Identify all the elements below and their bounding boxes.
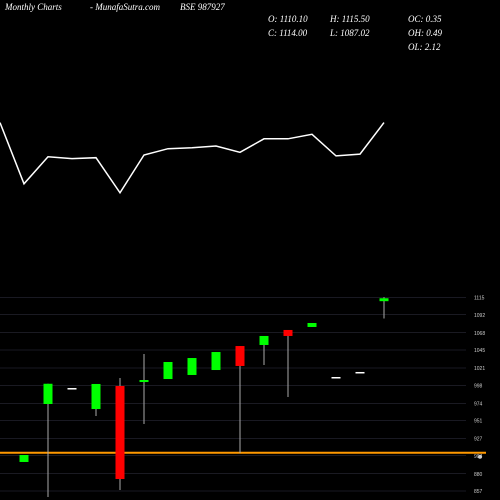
candle-body bbox=[307, 323, 317, 327]
candle-body bbox=[331, 377, 341, 379]
candle-body bbox=[259, 335, 269, 345]
candle-body bbox=[163, 362, 173, 380]
y-tick-label: 927 bbox=[474, 437, 483, 443]
candle-body bbox=[211, 352, 221, 371]
y-tick-label: 1092 bbox=[474, 313, 485, 319]
reference-marker bbox=[478, 454, 482, 459]
y-tick-label: 974 bbox=[474, 401, 483, 407]
candle-body bbox=[355, 371, 365, 374]
stat: O: 1110.10 bbox=[268, 14, 308, 24]
candle-body bbox=[67, 388, 77, 390]
stat: C: 1114.00 bbox=[268, 28, 308, 38]
stat: OC: 0.35 bbox=[408, 14, 442, 24]
symbol: BSE 987927 bbox=[180, 2, 225, 12]
candle-body bbox=[19, 455, 29, 462]
candle-body bbox=[139, 380, 149, 383]
stat: OL: 2.12 bbox=[408, 42, 441, 52]
candle-body bbox=[187, 358, 197, 375]
title: Monthly Charts bbox=[4, 2, 62, 12]
candle-body bbox=[379, 298, 389, 302]
candle-body bbox=[115, 386, 125, 479]
candle-body bbox=[283, 329, 293, 336]
y-tick-label: 857 bbox=[474, 489, 483, 495]
source: - MunafaSutra.com bbox=[90, 2, 160, 12]
candle-body bbox=[43, 383, 53, 404]
y-tick-label: 951 bbox=[474, 419, 483, 425]
y-tick-label: 998 bbox=[474, 383, 483, 389]
stat: H: 1115.50 bbox=[329, 14, 370, 24]
candle-body bbox=[235, 346, 245, 366]
y-tick-label: 880 bbox=[474, 472, 483, 478]
stat: L: 1087.02 bbox=[329, 28, 370, 38]
y-tick-label: 1045 bbox=[474, 348, 485, 354]
candle-body bbox=[91, 383, 101, 410]
y-tick-label: 1068 bbox=[474, 331, 485, 337]
y-tick-label: 1115 bbox=[474, 296, 485, 302]
stat: OH: 0.49 bbox=[408, 28, 442, 38]
y-tick-label: 1021 bbox=[474, 366, 485, 372]
indicator-line bbox=[0, 122, 385, 195]
